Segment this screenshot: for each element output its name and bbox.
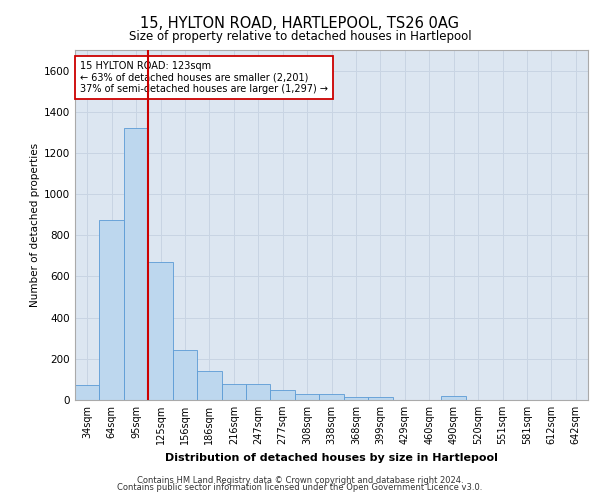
- Bar: [368, 397, 392, 400]
- Bar: [442, 396, 466, 400]
- Bar: [344, 397, 368, 400]
- Bar: [295, 394, 319, 400]
- Bar: [271, 390, 295, 400]
- Bar: [246, 384, 271, 400]
- Y-axis label: Number of detached properties: Number of detached properties: [30, 143, 40, 307]
- X-axis label: Distribution of detached houses by size in Hartlepool: Distribution of detached houses by size …: [165, 452, 498, 462]
- Text: 15 HYLTON ROAD: 123sqm
← 63% of detached houses are smaller (2,201)
37% of semi-: 15 HYLTON ROAD: 123sqm ← 63% of detached…: [80, 60, 328, 94]
- Bar: [221, 384, 246, 400]
- Bar: [319, 394, 344, 400]
- Text: 15, HYLTON ROAD, HARTLEPOOL, TS26 0AG: 15, HYLTON ROAD, HARTLEPOOL, TS26 0AG: [140, 16, 460, 31]
- Text: Contains HM Land Registry data © Crown copyright and database right 2024.: Contains HM Land Registry data © Crown c…: [137, 476, 463, 485]
- Text: Contains public sector information licensed under the Open Government Licence v3: Contains public sector information licen…: [118, 484, 482, 492]
- Bar: [148, 262, 173, 400]
- Bar: [197, 371, 221, 400]
- Text: Size of property relative to detached houses in Hartlepool: Size of property relative to detached ho…: [128, 30, 472, 43]
- Bar: [173, 350, 197, 400]
- Bar: [100, 220, 124, 400]
- Bar: [124, 128, 148, 400]
- Bar: [75, 384, 100, 400]
